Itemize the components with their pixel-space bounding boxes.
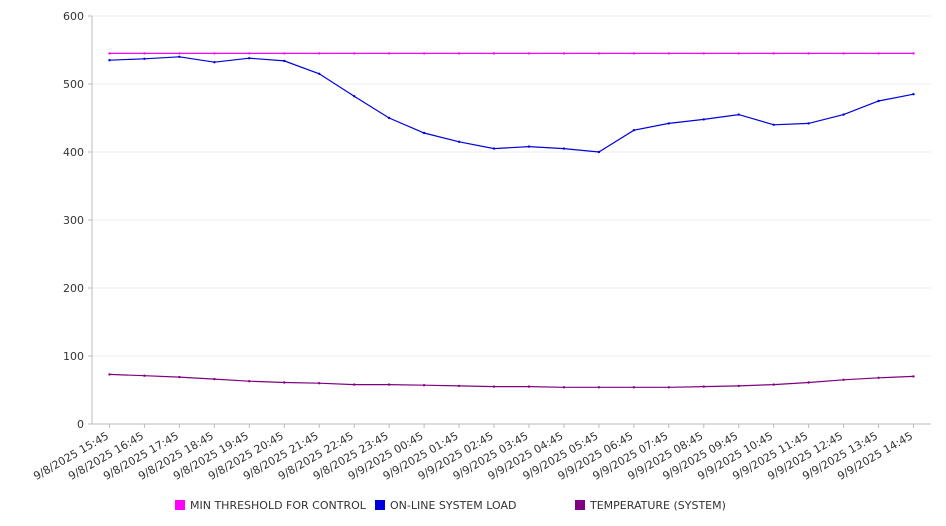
data-point-load — [457, 140, 461, 143]
series-lines — [108, 52, 915, 389]
data-point-threshold — [667, 52, 670, 55]
series-line-load — [109, 56, 914, 153]
y-tick-label: 300 — [63, 214, 84, 227]
data-point-threshold — [457, 52, 461, 55]
legend: MIN THRESHOLD FOR CONTROL ON-LINE SYSTEM… — [175, 499, 726, 512]
data-point-load — [702, 118, 705, 121]
data-point-load — [143, 57, 146, 60]
data-point-temperature — [772, 383, 775, 386]
data-point-temperature — [807, 381, 810, 384]
y-tick-label: 200 — [63, 282, 84, 295]
gridlines — [92, 15, 931, 425]
data-point-load — [842, 113, 845, 116]
data-point-load — [387, 116, 391, 120]
legend-swatch-threshold — [175, 500, 185, 510]
data-point-load — [737, 113, 740, 116]
data-point-load — [667, 122, 670, 125]
data-point-temperature — [143, 374, 146, 377]
legend-label-threshold: MIN THRESHOLD FOR CONTROL — [190, 499, 367, 512]
data-point-threshold — [807, 52, 810, 55]
data-point-load — [807, 122, 810, 125]
data-point-temperature — [283, 381, 286, 384]
data-point-load — [353, 95, 356, 98]
data-point-threshold — [213, 52, 216, 55]
data-point-temperature — [562, 386, 566, 389]
x-axis-ticks: 9/8/2025 15:459/8/2025 16:459/8/2025 17:… — [31, 424, 915, 483]
data-point-load — [877, 99, 880, 103]
data-point-load — [527, 145, 531, 148]
data-point-load — [318, 72, 321, 76]
data-point-temperature — [213, 377, 216, 381]
y-tick-label: 600 — [63, 10, 84, 23]
data-point-temperature — [248, 380, 251, 383]
data-point-load — [492, 147, 496, 150]
data-point-temperature — [737, 384, 740, 388]
legend-swatch-temperature — [575, 500, 585, 510]
y-axis-ticks: 0 100 200 300 400 500 600 — [63, 10, 92, 431]
data-point-temperature — [492, 385, 496, 388]
data-point-temperature — [527, 385, 531, 388]
data-point-threshold — [422, 52, 426, 55]
data-point-load — [597, 150, 601, 154]
data-point-temperature — [422, 384, 426, 387]
data-point-temperature — [877, 376, 880, 379]
legend-label-temperature: TEMPERATURE (SYSTEM) — [589, 499, 726, 512]
y-tick-label: 0 — [77, 418, 84, 431]
data-point-threshold — [737, 52, 740, 55]
data-point-threshold — [353, 52, 356, 55]
data-point-threshold — [283, 52, 286, 55]
data-point-temperature — [702, 385, 705, 388]
data-point-threshold — [597, 52, 601, 55]
data-point-load — [912, 93, 915, 96]
data-point-threshold — [178, 52, 181, 55]
data-point-threshold — [108, 52, 111, 55]
data-point-temperature — [457, 384, 461, 388]
data-point-threshold — [877, 52, 880, 55]
y-tick-label: 400 — [63, 146, 84, 159]
y-tick-label: 500 — [63, 78, 84, 91]
data-point-temperature — [108, 373, 111, 376]
data-point-temperature — [842, 378, 845, 381]
data-point-threshold — [492, 52, 496, 55]
data-point-threshold — [562, 52, 566, 55]
data-point-threshold — [143, 52, 146, 55]
data-point-temperature — [667, 386, 670, 389]
data-point-temperature — [318, 382, 321, 385]
data-point-temperature — [178, 375, 181, 379]
data-point-threshold — [842, 52, 845, 55]
data-point-load — [632, 129, 636, 132]
data-point-load — [178, 55, 181, 58]
data-point-threshold — [318, 52, 321, 55]
data-point-temperature — [912, 375, 915, 378]
data-point-temperature — [387, 383, 391, 386]
y-tick-label: 100 — [63, 350, 84, 363]
data-point-threshold — [702, 52, 705, 55]
data-point-temperature — [353, 383, 356, 386]
data-point-load — [108, 59, 111, 62]
data-point-load — [213, 61, 216, 64]
data-point-load — [422, 131, 426, 135]
legend-label-load: ON-LINE SYSTEM LOAD — [390, 499, 516, 512]
data-point-threshold — [248, 52, 251, 55]
data-point-temperature — [632, 386, 636, 389]
data-point-load — [772, 123, 775, 127]
data-point-load — [248, 57, 251, 60]
series-line-temperature — [109, 373, 914, 388]
data-point-threshold — [387, 52, 391, 55]
data-point-threshold — [527, 52, 531, 55]
data-point-temperature — [597, 386, 601, 389]
data-point-threshold — [632, 52, 636, 55]
data-point-threshold — [912, 52, 915, 55]
data-point-load — [562, 147, 566, 150]
data-point-threshold — [772, 52, 775, 55]
legend-swatch-load — [375, 500, 385, 510]
data-point-load — [283, 59, 286, 63]
